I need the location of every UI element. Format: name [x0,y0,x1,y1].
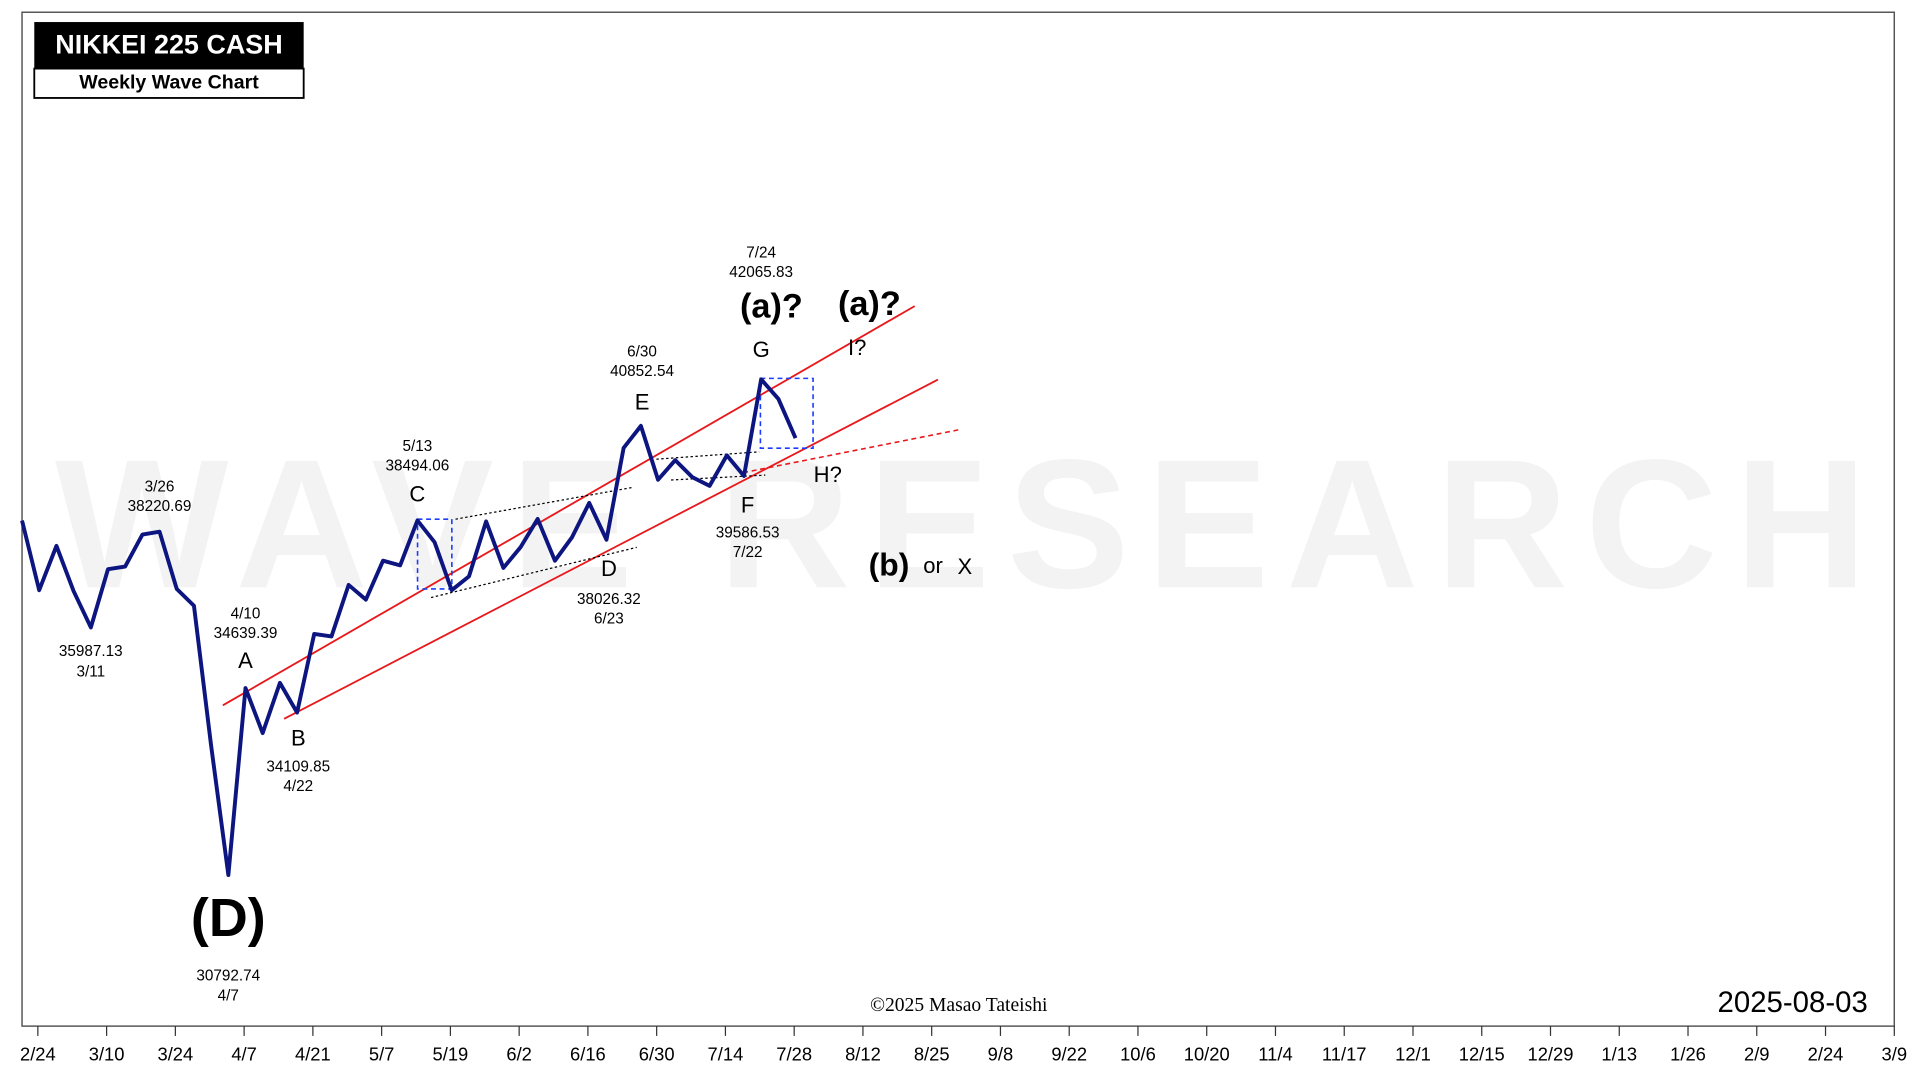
date-stamp: 2025-08-03 [1718,986,1868,1019]
value-label: 40852.54 [610,363,674,380]
annotation: H? [814,462,842,487]
date-label: 3/11 [76,664,105,681]
x-tick-label: 3/9 [1882,1043,1908,1064]
date-label: 6/30 [627,343,657,360]
annotation: I? [848,335,866,360]
x-tick-label: 7/14 [708,1043,744,1064]
wave-label: B [291,725,306,750]
wave-label: (D) [191,888,266,948]
x-tick-label: 2/24 [1808,1043,1844,1064]
value-label: 39586.53 [716,524,780,541]
watermark: WAVE RESEARCH [55,421,1867,626]
x-tick-label: 1/13 [1601,1043,1637,1064]
x-tick-label: 11/17 [1322,1043,1367,1064]
value-label: 34639.39 [214,625,278,642]
box-highlight [759,377,814,449]
x-tick-label: 12/29 [1528,1043,1574,1064]
value-label: 34109.85 [266,759,330,776]
chart-layer: 2/24 3/10 3/24 4/7 4/21 5/7 5/19 6/2 6/16 6/30 7/1… [20,244,1907,1064]
date-label: 4/22 [283,778,313,795]
x-tick-label: 8/12 [845,1043,881,1064]
annotation: (b) [869,546,910,582]
date-label: 4/7 [218,987,239,1004]
x-tick-label: 12/15 [1459,1043,1505,1064]
triangle-line [455,486,634,520]
x-tick-label: 10/20 [1184,1043,1230,1064]
trend-line [222,305,916,707]
x-tick-label: 6/30 [639,1043,675,1064]
x-tick-label: 7/28 [776,1043,812,1064]
x-tick-label: 12/1 [1395,1043,1431,1064]
chart-subtitle: Weekly Wave Chart [79,71,259,93]
plot-frame [21,11,1896,1027]
value-label: 38494.06 [385,458,449,475]
annotation: (a)? [838,285,901,323]
chart-title: NIKKEI 225 CASH [55,30,282,60]
subtitle-box [33,67,305,99]
date-label: 6/23 [594,610,624,627]
value-label: 38026.32 [577,591,641,608]
x-tick-label: 1/26 [1670,1043,1706,1064]
x-tick-label: 2/9 [1744,1043,1770,1064]
x-tick-label: 4/7 [231,1043,257,1064]
annotation: (a)? [740,288,803,326]
date-label: 7/22 [733,544,763,561]
value-label: 38220.69 [128,498,192,515]
wave-label: G [753,337,770,362]
date-label: 5/13 [403,438,433,455]
wave-label: A [238,648,253,673]
wave-label: F [741,492,754,517]
date-label: 7/24 [746,244,776,261]
trend-line [283,378,939,720]
x-tick-label: 8/25 [914,1043,950,1064]
wave-label: D [601,556,617,581]
x-tick-label: 6/2 [506,1043,532,1064]
x-tick-label: 3/10 [89,1043,125,1064]
x-tick-label: 10/6 [1120,1043,1156,1064]
x-tick-label: 5/19 [433,1043,469,1064]
credit: ©2025 Masao Tateishi [870,995,1048,1016]
x-tick-label: 5/7 [369,1043,395,1064]
wave-label: C [409,482,425,507]
x-tick-label: 2/24 [20,1043,56,1064]
x-tick-label: 6/16 [570,1043,606,1064]
date-label: 3/26 [145,479,175,496]
x-tick-label: 4/21 [295,1043,331,1064]
x-tick-label: 9/22 [1051,1043,1087,1064]
x-tick-label: 11/4 [1258,1043,1292,1064]
title-box [34,22,304,69]
price-line [20,377,798,877]
box-highlight [416,518,453,590]
value-label: 35987.13 [59,643,123,660]
date-label: 4/10 [231,606,261,623]
value-label: 30792.74 [196,968,260,985]
annotation: X [958,554,973,579]
value-label: 42065.83 [729,264,793,281]
triangle-line [670,474,766,481]
wave-label: E [635,390,650,415]
x-tick-label: 9/8 [988,1043,1014,1064]
x-tick-label: 3/24 [158,1043,194,1064]
triangle-line [430,546,637,599]
trend-line-dashed [743,429,959,474]
annotation: or [923,553,943,578]
